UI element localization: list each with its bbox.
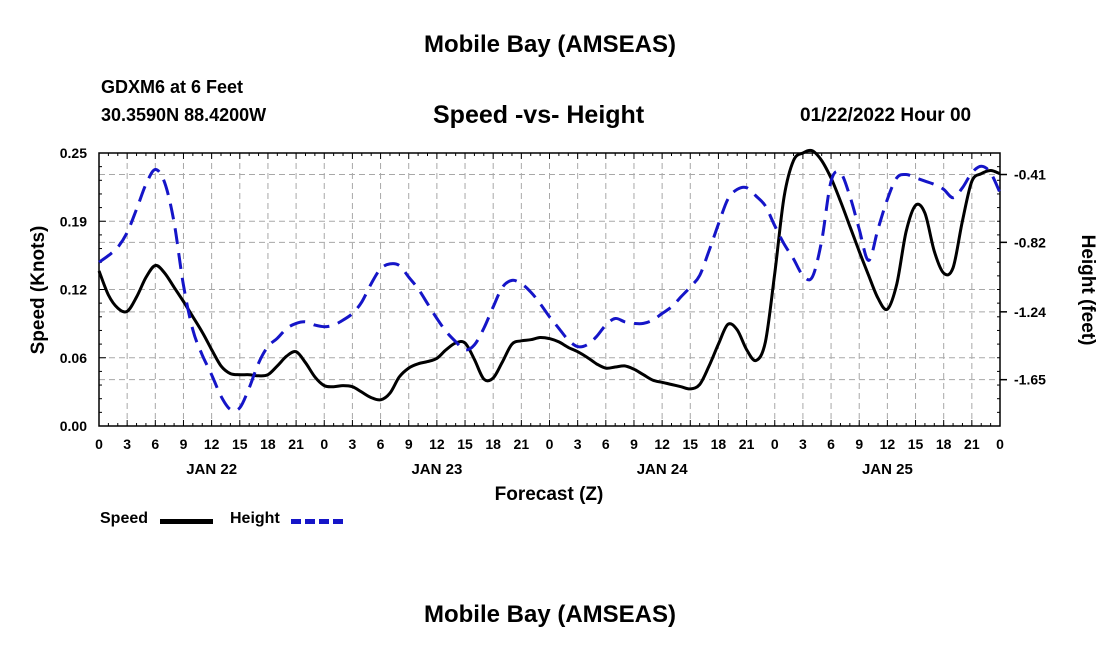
x-tick-label: 0 [95, 436, 103, 452]
x-tick-label: 9 [405, 436, 413, 452]
station-label: GDXM6 at 6 Feet [101, 77, 244, 97]
series-line-speed [97, 148, 1001, 402]
x-tick-label: 15 [457, 436, 473, 452]
x-tick-label: 0 [996, 436, 1004, 452]
x-date-label: JAN 24 [637, 461, 689, 478]
x-tick-label: 18 [260, 436, 276, 452]
x-tick-label: 12 [204, 436, 220, 452]
x-tick-label: 3 [574, 436, 582, 452]
x-tick-label: 15 [232, 436, 248, 452]
x-tick-label: 12 [880, 436, 896, 452]
x-tick-label: 15 [908, 436, 924, 452]
x-tick-label: 0 [771, 436, 779, 452]
x-tick-label: 21 [514, 436, 530, 452]
x-date-label: JAN 22 [186, 461, 237, 478]
x-tick-label: 6 [151, 436, 159, 452]
x-tick-label: 0 [320, 436, 328, 452]
y-left-tick-label: 0.00 [60, 418, 87, 434]
legend-speed-label: Speed [100, 510, 149, 527]
y-left-tick-label: 0.06 [60, 350, 87, 366]
y-axis-left-title: Speed (Knots) [28, 226, 49, 355]
x-tick-label: 6 [602, 436, 610, 452]
x-tick-label: 6 [377, 436, 385, 452]
y-left-tick-label: 0.19 [60, 213, 87, 229]
x-date-label: JAN 25 [862, 461, 913, 478]
axes: 0 3 6 9 12 15 18 21 0 3 6 9 12 15 18 21 0 3 6 9 12 15 18 21 0 3 6 9… [60, 145, 1046, 478]
x-tick-label: 3 [799, 436, 807, 452]
forecast-datetime: 01/22/2022 Hour 00 [800, 105, 972, 126]
y-left-tick-label: 0.12 [60, 282, 87, 298]
x-axis-title: Forecast (Z) [495, 484, 604, 505]
chart-title-top: Mobile Bay (AMSEAS) [423, 31, 677, 58]
coordinates-label: 30.3590N 88.4200W [101, 105, 267, 125]
grid-layer [99, 153, 1000, 426]
y-right-tick-label: -0.41 [1014, 167, 1046, 183]
y-right-tick-label: -0.82 [1014, 234, 1046, 250]
x-date-label: JAN 23 [411, 461, 462, 478]
x-tick-label: 3 [349, 436, 357, 452]
x-tick-label: 18 [711, 436, 727, 452]
x-tick-label: 12 [429, 436, 445, 452]
y-axis-right-title: Height (feet) [1077, 235, 1098, 346]
x-tick-label: 3 [123, 436, 131, 452]
legend-height-swatch [291, 519, 343, 524]
x-tick-label: 0 [546, 436, 554, 452]
series-layer [97, 148, 1002, 413]
chart-title-bottom: Mobile Bay (AMSEAS) [423, 601, 677, 628]
y-left-tick-label: 0.25 [60, 145, 87, 161]
x-tick-label: 9 [630, 436, 638, 452]
x-tick-label: 15 [682, 436, 698, 452]
y-right-tick-label: -1.65 [1014, 372, 1046, 388]
x-tick-label: 9 [855, 436, 863, 452]
series-line-height [98, 164, 1002, 413]
legend-height-label: Height [230, 510, 280, 527]
y-right-tick-label: -1.24 [1014, 304, 1046, 320]
x-tick-label: 9 [180, 436, 188, 452]
legend-speed-swatch [160, 519, 213, 524]
x-tick-label: 6 [827, 436, 835, 452]
x-tick-label: 12 [654, 436, 670, 452]
chart-subtitle: Speed -vs- Height [433, 101, 645, 129]
x-tick-label: 21 [739, 436, 755, 452]
x-tick-label: 18 [485, 436, 501, 452]
x-tick-label: 21 [288, 436, 304, 452]
x-tick-label: 21 [964, 436, 980, 452]
x-tick-label: 18 [936, 436, 952, 452]
